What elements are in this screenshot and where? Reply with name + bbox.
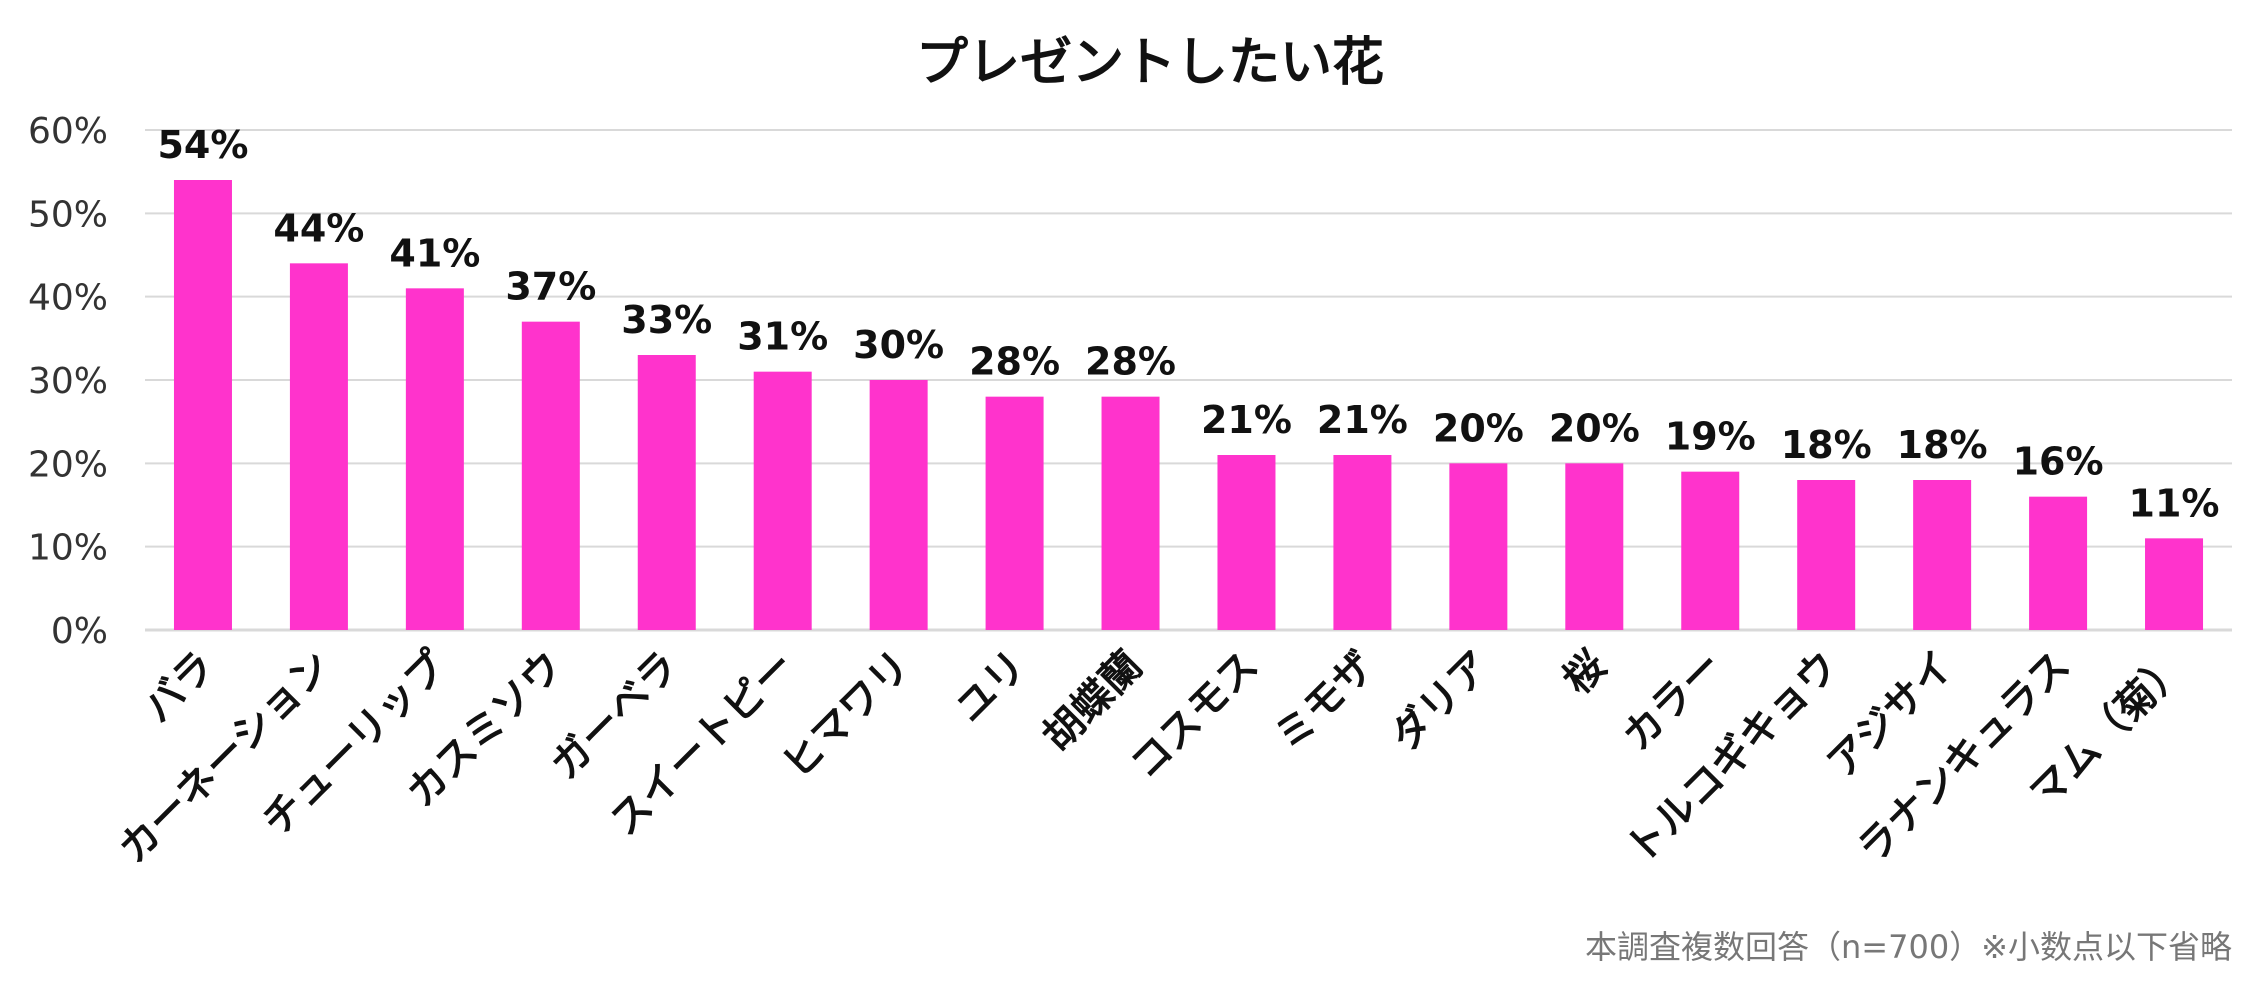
data-label: 21% bbox=[1317, 398, 1408, 442]
data-label: 18% bbox=[1897, 423, 1988, 467]
data-label: 28% bbox=[1085, 340, 1176, 384]
bar bbox=[869, 380, 928, 630]
x-tick-label: トルコギキョウ bbox=[1617, 643, 1847, 873]
bar bbox=[521, 321, 580, 630]
bar bbox=[1797, 480, 1856, 630]
data-label: 30% bbox=[853, 323, 944, 367]
bar bbox=[1681, 471, 1740, 630]
y-tick-label: 50% bbox=[28, 194, 108, 235]
bar bbox=[753, 371, 812, 630]
gridlines bbox=[145, 129, 2232, 632]
x-tick-label: ミモザ bbox=[1266, 643, 1383, 760]
chart-title: プレゼントしたい花 bbox=[916, 33, 1384, 93]
y-tick-label: 10% bbox=[28, 528, 108, 569]
bar bbox=[637, 355, 696, 630]
x-tick-label: 桜 bbox=[1555, 643, 1616, 704]
y-axis-ticks: 0% 10% 20% 30% 40% 50% 60% bbox=[28, 111, 108, 652]
bar bbox=[173, 180, 232, 630]
bar bbox=[1565, 463, 1624, 630]
bar bbox=[2145, 538, 2204, 630]
data-label: 44% bbox=[273, 206, 364, 250]
y-tick-label: 20% bbox=[28, 444, 108, 485]
x-tick-label: ユリ bbox=[947, 643, 1036, 732]
y-tick-label: 60% bbox=[28, 111, 108, 152]
data-label: 11% bbox=[2129, 481, 2220, 525]
bar bbox=[1217, 455, 1276, 630]
bar bbox=[2029, 496, 2088, 630]
y-tick-label: 30% bbox=[28, 361, 108, 402]
data-label: 33% bbox=[621, 298, 712, 342]
x-tick-label: ヒマワリ bbox=[774, 643, 920, 789]
footnote: 本調査複数回答（n=700）※小数点以下省略 bbox=[1585, 928, 2232, 966]
data-label: 54% bbox=[157, 123, 248, 167]
data-label: 16% bbox=[2013, 440, 2104, 484]
data-label: 28% bbox=[969, 340, 1060, 384]
data-labels: 54% 44% 41% 37% 33% 31% 30% 28% 28% 21% 21% 20% 20% 1… bbox=[157, 123, 2219, 525]
x-tick-label: バラ bbox=[135, 643, 224, 732]
x-tick-label: ダリア bbox=[1382, 643, 1499, 760]
bars bbox=[173, 180, 2204, 630]
data-label: 21% bbox=[1201, 398, 1292, 442]
bar bbox=[1913, 480, 1972, 630]
data-label: 19% bbox=[1665, 415, 1756, 459]
bar bbox=[1449, 463, 1508, 630]
data-label: 41% bbox=[389, 231, 480, 275]
data-label: 20% bbox=[1549, 406, 1640, 450]
y-tick-label: 0% bbox=[51, 611, 108, 652]
data-label: 18% bbox=[1781, 423, 1872, 467]
data-label: 37% bbox=[505, 265, 596, 309]
bar bbox=[289, 263, 348, 630]
bar bbox=[1333, 455, 1392, 630]
x-tick-label: ラナンキュラス bbox=[1849, 643, 2079, 873]
bar bbox=[985, 396, 1044, 630]
x-tick-label: カーネーション bbox=[110, 643, 340, 873]
bar bbox=[405, 288, 464, 630]
bar bbox=[1101, 396, 1160, 630]
x-tick-label: コスモス bbox=[1122, 643, 1268, 789]
y-tick-label: 40% bbox=[28, 278, 108, 319]
data-label: 31% bbox=[737, 315, 828, 359]
data-label: 20% bbox=[1433, 406, 1524, 450]
